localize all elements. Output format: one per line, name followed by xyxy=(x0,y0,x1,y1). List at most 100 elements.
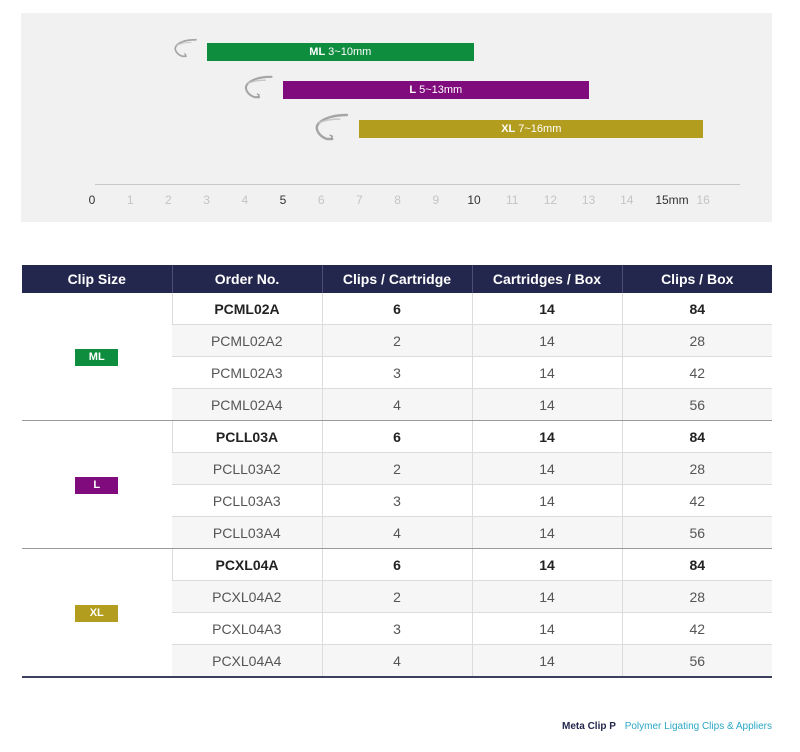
clips-per-cartridge-cell: 6 xyxy=(321,420,472,453)
table-row: PCML02A2 2 14 28 xyxy=(22,324,772,357)
tick-label: 8 xyxy=(394,193,401,207)
clips-per-cartridge-cell: 4 xyxy=(321,516,472,549)
cartridges-per-box-cell: 14 xyxy=(471,580,622,613)
clip-size-badge-xl: XL xyxy=(75,605,119,622)
table-row: XL PCXL04A 6 14 84 xyxy=(22,548,772,678)
axis-line xyxy=(95,184,740,185)
clips-per-box-cell: 84 xyxy=(621,293,772,325)
range-bar-size: L xyxy=(409,84,417,96)
cartridges-per-box-cell: 14 xyxy=(471,644,622,678)
order-no-cell: PCLL03A xyxy=(171,420,322,453)
range-bar-xl: XL 7~16mm xyxy=(359,120,704,138)
col-header-clips-per-box: Clips / Box xyxy=(622,265,772,293)
clips-per-box-cell: 56 xyxy=(621,644,772,678)
clip-size-range-chart: ML 3~10mm L 5~13mm XL 7~16mm 0 1 2 3 4 5 6 7 8 9 10 11 12… xyxy=(21,13,772,222)
clips-per-box-cell: 56 xyxy=(621,388,772,421)
range-bar-range: 3~10mm xyxy=(328,46,372,58)
clip-size-cell: ML xyxy=(22,293,172,421)
table-row: PCLL03A4 4 14 56 xyxy=(22,516,772,549)
table-row: PCLL03A3 3 14 42 xyxy=(22,484,772,517)
clips-per-cartridge-cell: 6 xyxy=(321,548,472,581)
tick-label: 3 xyxy=(203,193,210,207)
cartridges-per-box-cell: 14 xyxy=(471,612,622,645)
clips-per-cartridge-cell: 6 xyxy=(321,293,472,325)
tick-label: 16 xyxy=(696,193,710,207)
order-no-cell: PCXL04A4 xyxy=(172,644,322,678)
cartridges-per-box-cell: 14 xyxy=(471,356,622,389)
tick-label: 6 xyxy=(317,193,325,207)
clips-per-cartridge-cell: 3 xyxy=(321,484,472,517)
tick-label: 0 xyxy=(88,193,96,207)
order-spec-table: Clip Size Order No. Clips / Cartridge Ca… xyxy=(22,265,772,678)
cartridges-per-box-cell: 14 xyxy=(471,420,622,453)
cartridges-per-box-cell: 14 xyxy=(471,452,622,485)
tick-label: 5 xyxy=(279,193,287,207)
tick-label: 15mm xyxy=(655,193,689,207)
order-no-cell: PCLL03A2 xyxy=(172,452,322,485)
cartridges-per-box-cell: 14 xyxy=(471,548,622,581)
range-bar-size: ML xyxy=(309,46,326,58)
clip-size-cell: L xyxy=(22,420,172,549)
col-header-clips-per-cartridge: Clips / Cartridge xyxy=(322,265,473,293)
clips-per-cartridge-cell: 2 xyxy=(321,324,472,357)
order-no-cell: PCML02A3 xyxy=(172,356,322,389)
clip-size-badge-ml: ML xyxy=(75,349,119,366)
tick-label: 2 xyxy=(165,193,172,207)
clips-per-box-cell: 42 xyxy=(621,356,772,389)
footer-brand: Meta Clip P xyxy=(562,721,616,732)
table-row: PCXL04A2 2 14 28 xyxy=(22,580,772,613)
tick-label: 14 xyxy=(620,193,634,207)
col-header-clip-size: Clip Size xyxy=(22,265,173,293)
clip-icon xyxy=(244,75,273,99)
cartridges-per-box-cell: 14 xyxy=(471,388,622,421)
range-bar-l: L 5~13mm xyxy=(283,81,589,99)
tick-label: 10 xyxy=(467,193,481,207)
col-header-cartridges-per-box: Cartridges / Box xyxy=(472,265,623,293)
order-no-cell: PCXL04A3 xyxy=(172,612,322,645)
clips-per-cartridge-cell: 3 xyxy=(321,612,472,645)
clips-per-cartridge-cell: 2 xyxy=(321,452,472,485)
clip-icon xyxy=(316,113,349,141)
order-no-cell: PCML02A2 xyxy=(172,324,322,357)
table-row: L PCLL03A 6 14 84 xyxy=(22,420,772,549)
tick-label: 7 xyxy=(356,193,363,207)
footer-tagline: Polymer Ligating Clips & Appliers xyxy=(624,721,772,732)
order-no-cell: PCLL03A4 xyxy=(172,516,322,549)
table-row: ML PCML02A 6 14 84 xyxy=(22,293,772,421)
footer: Meta Clip P Polymer Ligating Clips & App… xyxy=(562,721,772,732)
range-bar-ml: ML 3~10mm xyxy=(206,43,474,61)
tick-label: 9 xyxy=(432,193,440,207)
table-header-row: Clip Size Order No. Clips / Cartridge Ca… xyxy=(22,265,772,293)
range-bar-range: 5~13mm xyxy=(419,84,463,96)
tick-label: 13 xyxy=(581,193,596,207)
clips-per-cartridge-cell: 4 xyxy=(321,644,472,678)
clips-per-box-cell: 28 xyxy=(621,452,772,485)
order-no-cell: PCXL04A2 xyxy=(172,580,322,613)
range-bar-size: XL xyxy=(501,123,516,135)
table-row: PCML02A4 4 14 56 xyxy=(22,388,772,421)
table-row: PCXL04A3 3 14 42 xyxy=(22,612,772,645)
cartridges-per-box-cell: 14 xyxy=(471,324,622,357)
table-row: PCLL03A2 2 14 28 xyxy=(22,452,772,485)
clips-per-box-cell: 84 xyxy=(621,420,772,453)
clips-per-cartridge-cell: 2 xyxy=(321,580,472,613)
tick-label: 11 xyxy=(505,193,519,207)
clips-per-box-cell: 42 xyxy=(621,612,772,645)
cartridges-per-box-cell: 14 xyxy=(471,484,622,517)
tick-label: 1 xyxy=(126,193,134,207)
clips-per-cartridge-cell: 3 xyxy=(321,356,472,389)
clips-per-box-cell: 28 xyxy=(621,324,772,357)
clip-size-cell: XL xyxy=(22,548,172,678)
clip-icon xyxy=(174,38,197,58)
clips-per-box-cell: 42 xyxy=(621,484,772,517)
order-no-cell: PCLL03A3 xyxy=(172,484,322,517)
range-bar-range: 7~16mm xyxy=(518,123,562,135)
tick-label: 12 xyxy=(543,193,558,207)
tick-label: 4 xyxy=(241,193,249,207)
clip-size-badge-l: L xyxy=(75,477,119,494)
cartridges-per-box-cell: 14 xyxy=(471,293,622,325)
order-no-cell: PCML02A4 xyxy=(172,388,322,421)
table-row: PCXL04A4 4 14 56 xyxy=(22,644,772,678)
clips-per-cartridge-cell: 4 xyxy=(321,388,472,421)
order-no-cell: PCXL04A xyxy=(171,548,322,581)
